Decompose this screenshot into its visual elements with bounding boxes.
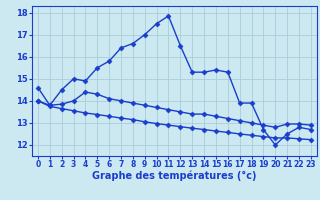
X-axis label: Graphe des températures (°c): Graphe des températures (°c): [92, 171, 257, 181]
